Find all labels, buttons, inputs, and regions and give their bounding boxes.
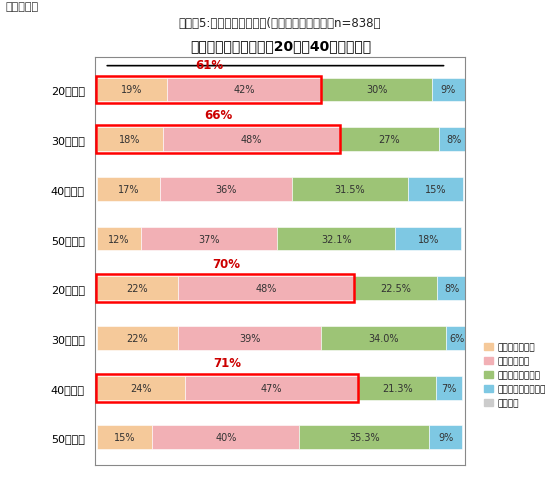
Bar [167, 78, 321, 102]
Bar [446, 326, 469, 350]
Text: 22%: 22% [127, 284, 148, 294]
Bar [321, 78, 432, 102]
Text: 21.3%: 21.3% [382, 383, 413, 393]
Text: 71%: 71% [213, 357, 241, 369]
Bar [321, 326, 446, 350]
Text: 36%: 36% [215, 184, 236, 195]
Text: 15%: 15% [114, 432, 136, 442]
Bar [178, 277, 354, 301]
Bar [152, 425, 299, 449]
Bar [277, 227, 395, 251]
Text: 27%: 27% [379, 135, 400, 145]
Text: 66%: 66% [204, 108, 232, 121]
Text: 9%: 9% [438, 432, 453, 442]
Bar [358, 376, 436, 400]
Bar [408, 178, 463, 201]
Text: 47%: 47% [261, 383, 282, 393]
Bar [97, 425, 152, 449]
Text: 30%: 30% [366, 85, 387, 95]
Text: 40%: 40% [215, 432, 236, 442]
Text: 7%: 7% [442, 383, 457, 393]
Bar [96, 126, 340, 154]
Bar [299, 425, 429, 449]
Bar [96, 76, 321, 104]
Bar [141, 227, 277, 251]
Bar [178, 326, 321, 350]
Text: 8%: 8% [446, 135, 461, 145]
Bar [163, 128, 340, 152]
Text: 6%: 6% [450, 333, 465, 343]
Text: 70%: 70% [212, 257, 240, 270]
Bar [185, 376, 358, 400]
Bar [436, 376, 462, 400]
Bar [97, 227, 141, 251]
Text: 61%: 61% [195, 59, 223, 72]
Bar [437, 277, 466, 301]
Bar [292, 178, 408, 201]
Text: グラフ5:「春バテ」の経験(年代別・男女別）（n=838）: グラフ5:「春バテ」の経験(年代別・男女別）（n=838） [179, 17, 381, 30]
Bar [429, 425, 462, 449]
Bar [97, 78, 167, 102]
Bar [395, 227, 461, 251]
Text: 19%: 19% [122, 85, 143, 95]
Text: 24%: 24% [130, 383, 152, 393]
Text: 37%: 37% [198, 234, 220, 244]
Bar [97, 277, 178, 301]
Text: 9%: 9% [441, 85, 456, 95]
Text: 15%: 15% [424, 184, 446, 195]
Text: 42%: 42% [234, 85, 255, 95]
Bar [439, 128, 469, 152]
Text: 31.5%: 31.5% [334, 184, 365, 195]
Bar [97, 178, 160, 201]
Text: 48%: 48% [241, 135, 262, 145]
Bar [97, 376, 185, 400]
Text: 8%: 8% [444, 284, 460, 294]
Text: 48%: 48% [255, 284, 277, 294]
Legend: ・とても感じる, ・やや感じる, ・あまり感じない, ・まったく感じない, ・その他: ・とても感じる, ・やや感じる, ・あまり感じない, ・まったく感じない, ・そ… [484, 343, 546, 408]
Text: 39%: 39% [239, 333, 260, 343]
Text: 22.5%: 22.5% [380, 284, 411, 294]
Bar [97, 326, 178, 350]
Text: 17%: 17% [118, 184, 139, 195]
Text: 男性は若年居、女性は20代・40代に多い！: 男性は若年居、女性は20代・40代に多い！ [190, 39, 371, 53]
Bar [432, 78, 465, 102]
Bar [354, 277, 437, 301]
Text: 参考資料）: 参考資料） [6, 2, 39, 13]
Text: 18%: 18% [418, 234, 439, 244]
Bar [96, 374, 358, 402]
Bar [340, 128, 439, 152]
Bar [96, 275, 354, 302]
Text: 32.1%: 32.1% [321, 234, 352, 244]
Text: 35.3%: 35.3% [349, 432, 380, 442]
Text: 18%: 18% [119, 135, 141, 145]
Bar [97, 128, 163, 152]
Text: 12%: 12% [108, 234, 130, 244]
Text: 34.0%: 34.0% [368, 333, 399, 343]
Text: 22%: 22% [127, 333, 148, 343]
Bar [160, 178, 292, 201]
